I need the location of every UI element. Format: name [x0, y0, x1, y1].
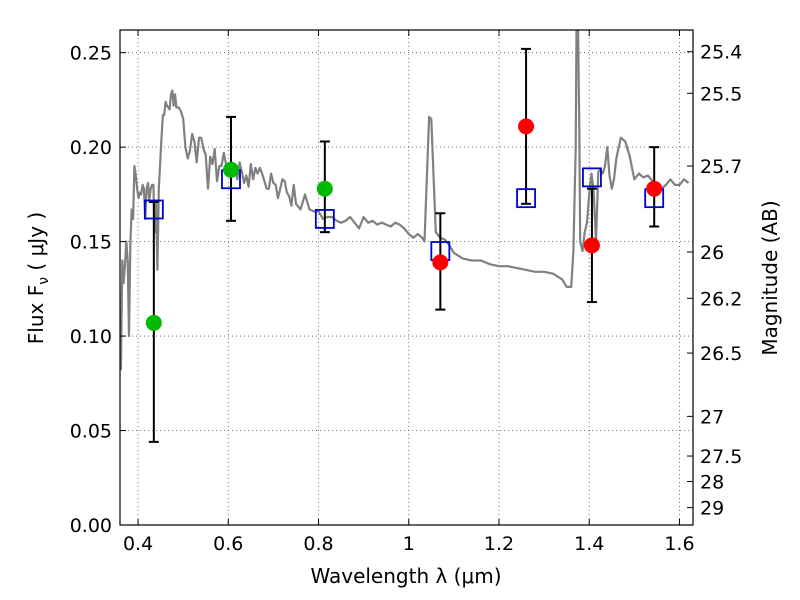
y2-tick-label: 25.4	[700, 42, 742, 64]
x-tick-label: 0.6	[213, 533, 243, 555]
y2-tick-label: 27	[700, 406, 724, 428]
y2-tick-label: 26.2	[700, 288, 742, 310]
model-photometry-marker	[582, 167, 602, 188]
y-tick-label: 0.15	[70, 232, 112, 254]
x-axis-ticks: 0.4 0.6 0.8 1 1.2 1.4 1.6	[123, 30, 695, 555]
y-tick-label: 0.05	[70, 421, 112, 443]
x-tick-label: 1.4	[574, 533, 604, 555]
y-tick-label: 0.10	[70, 326, 112, 348]
observed-point-red	[646, 180, 663, 197]
plot-frame	[119, 29, 694, 526]
x-tick-label: 1.2	[484, 533, 514, 555]
model-photometry-marker	[314, 209, 335, 229]
model-spectrum-line	[120, 30, 690, 371]
y2-tick-label: 26.5	[700, 343, 742, 365]
y2-tick-label: 26	[700, 242, 724, 264]
plot-area	[120, 30, 690, 443]
y2-axis-title: Magnitude (AB)	[758, 200, 782, 355]
grid-lines	[120, 30, 693, 526]
x-tick-label: 1.6	[664, 533, 694, 555]
observed-points-red	[432, 118, 663, 271]
model-photometry-marker	[516, 188, 536, 209]
model-photometry-markers	[143, 167, 665, 261]
y-axis-title-sub: ν	[36, 277, 52, 285]
observed-point-green	[316, 180, 333, 197]
y2-tick-label: 29	[700, 498, 724, 520]
y-tick-label: 0.00	[70, 515, 112, 537]
y-axis-ticks: 0.00 0.05 0.10 0.15 0.20 0.25	[70, 43, 126, 537]
y2-axis-ticks: 25.4 25.5 25.7 26 26.2 26.5 27 27.5 28 29	[687, 42, 742, 520]
x-tick-label: 0.4	[123, 533, 153, 555]
y2-tick-label: 27.5	[700, 446, 742, 468]
x-axis-title: Wavelength λ (μm)	[310, 564, 501, 588]
observed-point-red	[518, 118, 535, 135]
x-tick-label: 0.8	[303, 533, 333, 555]
x-tick-label: 1	[403, 533, 415, 555]
y-axis-title-unit: ( μJy )	[24, 212, 48, 277]
y-tick-label: 0.25	[70, 43, 112, 65]
y-axis-title-main: Flux F	[24, 285, 48, 344]
observed-points-green	[145, 161, 333, 331]
observed-point-red	[432, 254, 449, 271]
y2-tick-label: 25.5	[700, 83, 742, 105]
y2-tick-label: 25.7	[700, 156, 742, 178]
y-tick-label: 0.20	[70, 137, 112, 159]
model-photometry-marker	[143, 199, 164, 220]
observed-point-green	[222, 161, 239, 178]
observed-point-red	[583, 237, 600, 254]
y2-tick-label: 28	[700, 472, 724, 494]
observed-point-green	[145, 314, 162, 331]
error-bars	[148, 47, 660, 443]
y-axis-title: Flux Fν ( μJy )	[24, 212, 52, 344]
